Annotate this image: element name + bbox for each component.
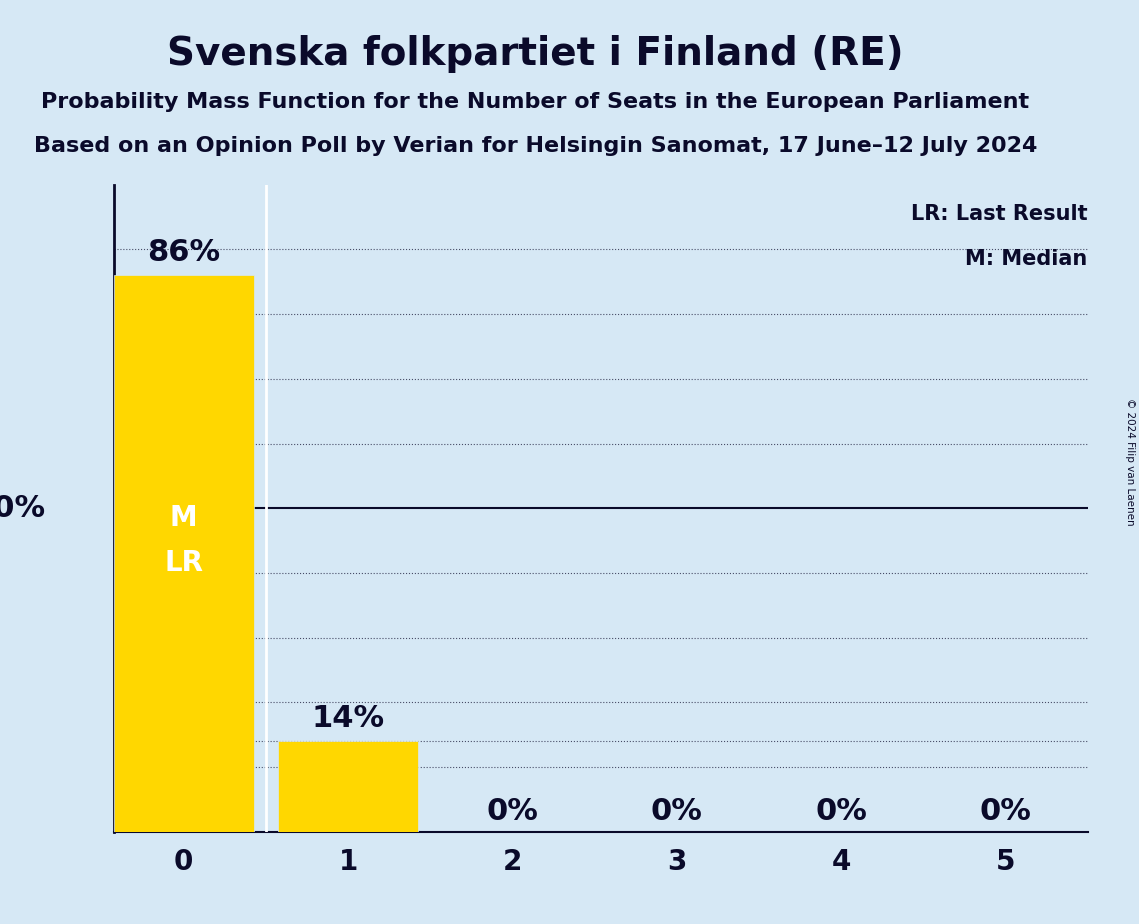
Text: 0%: 0% bbox=[486, 797, 539, 826]
Bar bbox=[114, 275, 254, 832]
Text: 0%: 0% bbox=[816, 797, 867, 826]
Text: LR: Last Result: LR: Last Result bbox=[911, 204, 1088, 225]
Text: Svenska folkpartiet i Finland (RE): Svenska folkpartiet i Finland (RE) bbox=[167, 35, 903, 73]
Text: Probability Mass Function for the Number of Seats in the European Parliament: Probability Mass Function for the Number… bbox=[41, 92, 1030, 113]
Text: M: Median: M: Median bbox=[966, 249, 1088, 270]
Text: 50%: 50% bbox=[0, 493, 46, 523]
Text: 14%: 14% bbox=[312, 704, 385, 733]
Text: © 2024 Filip van Laenen: © 2024 Filip van Laenen bbox=[1125, 398, 1134, 526]
Text: 86%: 86% bbox=[147, 238, 220, 267]
Text: LR: LR bbox=[164, 549, 203, 578]
Text: 0%: 0% bbox=[650, 797, 703, 826]
Text: Based on an Opinion Poll by Verian for Helsingin Sanomat, 17 June–12 July 2024: Based on an Opinion Poll by Verian for H… bbox=[34, 136, 1036, 156]
Bar bbox=[278, 741, 418, 832]
Text: M: M bbox=[170, 504, 197, 532]
Text: 0%: 0% bbox=[980, 797, 1032, 826]
